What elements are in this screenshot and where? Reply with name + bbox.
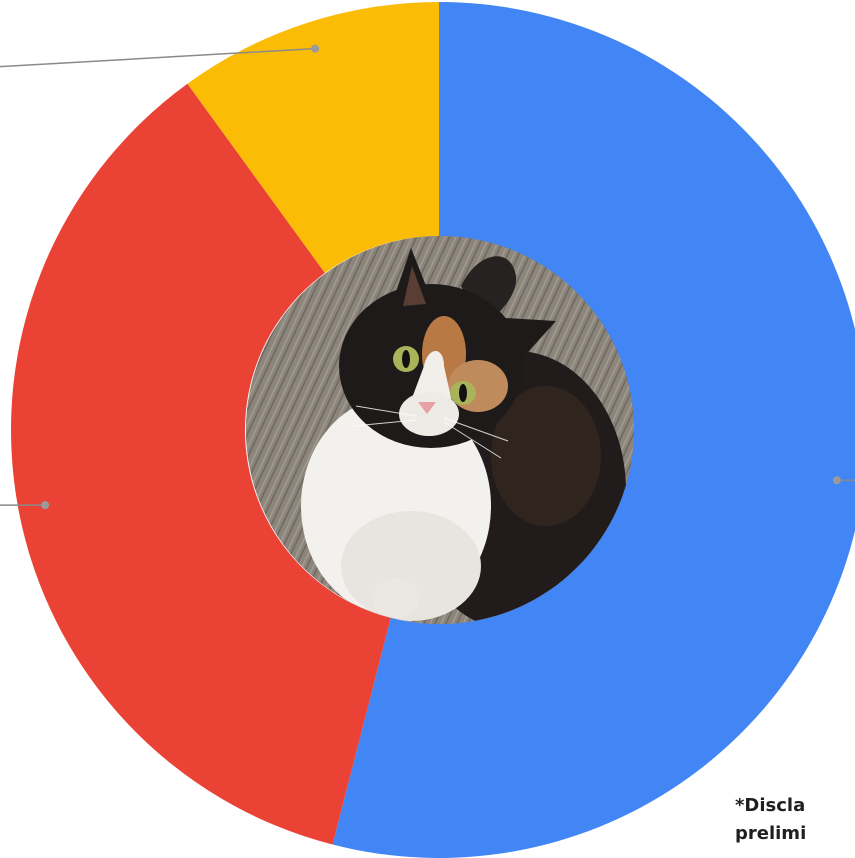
disclaimer-line-2: prelimi — [735, 823, 807, 844]
pie-slice-2 — [11, 83, 391, 845]
center-cat-photo — [246, 236, 634, 624]
leader-dot-3 — [311, 44, 320, 53]
leader-line-3 — [0, 47, 316, 68]
pie-slice-1 — [332, 2, 855, 858]
pie-slice-3 — [187, 2, 439, 274]
disclaimer-footnote: *Discla prelimi — [735, 792, 855, 848]
leader-dot-2 — [41, 501, 50, 510]
chart-slices — [11, 2, 855, 858]
disclaimer-line-1: *Discla — [735, 795, 806, 816]
leader-dot-1 — [832, 476, 841, 485]
leader-lines — [0, 44, 855, 510]
